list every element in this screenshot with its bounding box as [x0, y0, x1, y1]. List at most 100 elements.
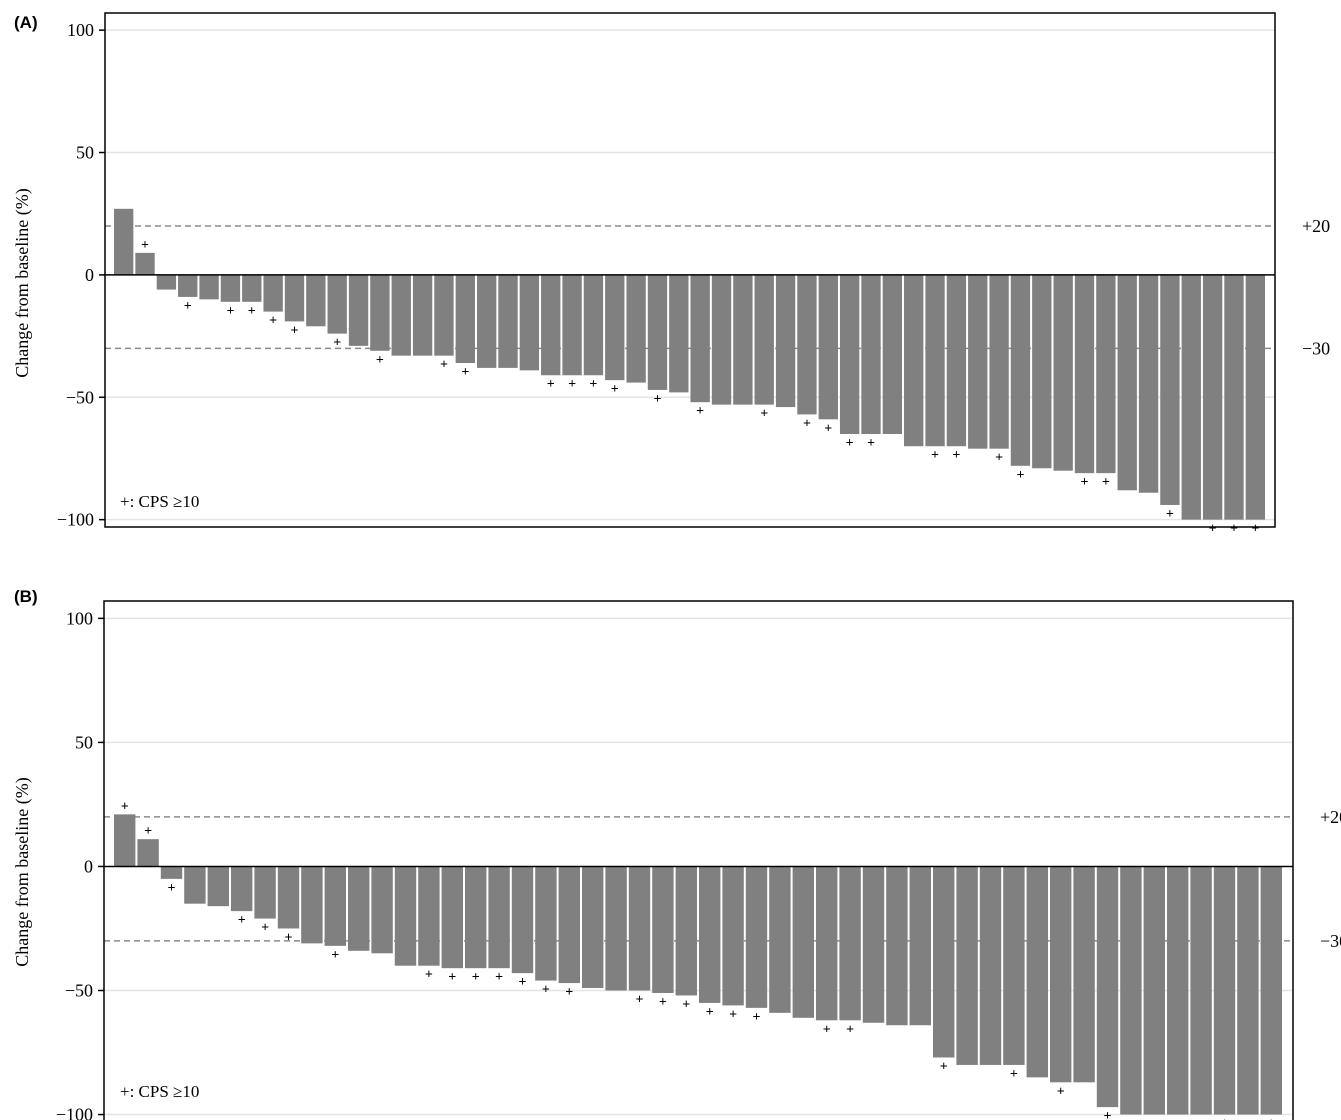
bar	[792, 866, 814, 1018]
cps-marker: +	[1057, 1084, 1065, 1099]
bar	[156, 274, 177, 290]
bar	[160, 866, 183, 879]
cps-marker: +	[729, 1007, 737, 1022]
cps-marker: +	[425, 968, 433, 983]
bar	[1224, 274, 1244, 520]
bar	[669, 274, 689, 393]
cps-marker: +	[568, 377, 576, 392]
bar	[1003, 866, 1025, 1065]
bar	[816, 866, 838, 1021]
bar	[722, 866, 744, 1006]
y-tick-label: −50	[65, 981, 93, 1001]
y-tick-label: −100	[57, 510, 94, 530]
cps-marker: +	[238, 913, 246, 928]
bar	[628, 866, 651, 991]
bar	[370, 274, 390, 351]
bar	[652, 866, 674, 993]
bar	[1202, 274, 1223, 520]
bar	[933, 866, 955, 1058]
cps-marker: +	[141, 238, 149, 253]
bar	[1167, 866, 1189, 1115]
cps-marker: +	[519, 975, 527, 990]
bar	[371, 866, 393, 954]
cps-marker: +	[226, 304, 234, 319]
cps-marker: +	[753, 1010, 761, 1025]
cps-marker: +	[285, 930, 293, 945]
bar	[904, 274, 924, 447]
bar	[114, 208, 134, 275]
bar	[797, 274, 817, 415]
panel-b: (B) Change from baseline (%) +: CPS ≥10 …	[12, 587, 1341, 1120]
cps-marker: +	[168, 881, 176, 896]
cps-marker: +	[653, 392, 661, 407]
bar	[946, 274, 967, 447]
bar	[605, 274, 625, 381]
cps-marker: +	[121, 799, 129, 814]
bar	[647, 274, 668, 390]
cps-marker: +	[846, 1022, 854, 1037]
bar	[626, 274, 646, 383]
cps-marker: +	[636, 993, 644, 1008]
bar	[114, 814, 136, 867]
cps-marker: +	[261, 921, 269, 936]
bar	[886, 866, 908, 1026]
bar	[184, 866, 206, 904]
cps-marker: +	[1010, 1067, 1018, 1082]
bar	[1181, 274, 1201, 520]
y-tick-label: 0	[85, 265, 94, 285]
cps-marker: +	[940, 1059, 948, 1074]
cps-marker: +	[1081, 475, 1089, 490]
bar	[207, 866, 229, 907]
bar	[434, 274, 454, 356]
bar	[511, 866, 534, 974]
bar	[583, 274, 604, 376]
bar	[769, 866, 791, 1013]
plot-area: +20 −30 + + + + + + + + + + + + + + + + + + + + + + + + + + + +100 50 0…	[56, 600, 1341, 1120]
y-tick-label: −100	[56, 1105, 93, 1120]
cps-marker: +	[867, 436, 875, 451]
bar	[455, 274, 475, 364]
reference-label: −30	[1320, 931, 1341, 951]
bar	[1117, 274, 1137, 491]
bar	[348, 866, 370, 951]
bar	[306, 274, 326, 327]
plot-frame	[103, 600, 1294, 1120]
bar	[1245, 274, 1265, 520]
bar	[1190, 866, 1212, 1115]
bar	[909, 866, 931, 1026]
cps-marker: +	[803, 416, 811, 431]
panel-label: (B)	[14, 587, 38, 606]
bar	[979, 866, 1002, 1065]
cps-marker: +	[331, 948, 339, 963]
bar	[839, 866, 861, 1021]
bar	[441, 866, 463, 969]
cps-marker: +	[547, 377, 555, 392]
bar	[605, 866, 627, 991]
bar	[1010, 274, 1031, 466]
bar	[137, 839, 159, 867]
cps-marker: +	[1209, 522, 1217, 537]
cps-marker: +	[1230, 522, 1238, 537]
bar	[1096, 866, 1119, 1108]
bar	[1143, 866, 1165, 1115]
cps-marker: +	[589, 377, 597, 392]
bar	[1074, 274, 1095, 474]
bar	[582, 866, 604, 989]
cps-marker: +	[1251, 522, 1259, 537]
bar	[882, 274, 903, 434]
cps-marker: +	[823, 1022, 831, 1037]
bar	[699, 866, 721, 1003]
cps-marker: +	[1166, 507, 1174, 522]
bar	[301, 866, 323, 944]
cps-marker: +	[248, 304, 256, 319]
bar	[675, 866, 697, 996]
bar	[861, 274, 881, 434]
plot-area: +20 −30 + + + + + + + + + + + + + + + + + + + + + + + + + + + + + + +100…	[57, 12, 1330, 537]
cps-marker: +	[682, 997, 690, 1012]
cps-marker: +	[760, 407, 768, 422]
cps-marker: +	[461, 365, 469, 380]
bar	[284, 274, 305, 322]
cps-marker: +	[824, 421, 832, 436]
y-tick-label: 0	[84, 856, 93, 876]
bar	[394, 866, 417, 966]
